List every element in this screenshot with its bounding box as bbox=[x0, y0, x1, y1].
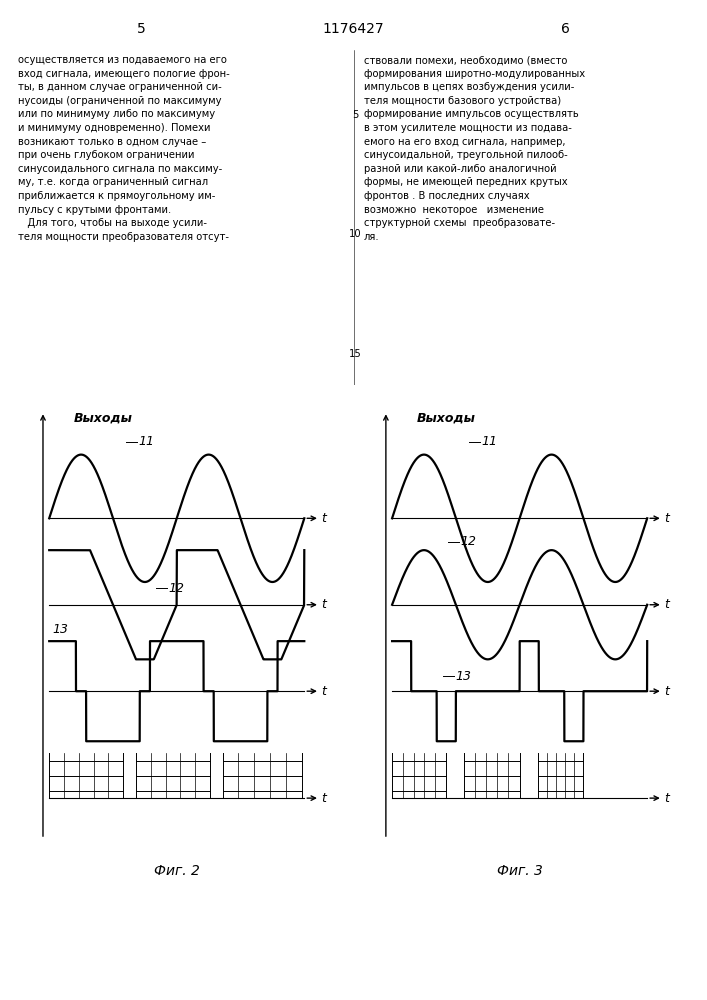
Text: 10: 10 bbox=[349, 229, 362, 239]
Text: t: t bbox=[322, 792, 326, 805]
Text: t: t bbox=[322, 685, 326, 698]
Text: t: t bbox=[665, 512, 669, 525]
Text: 13: 13 bbox=[455, 670, 472, 683]
Text: 1176427: 1176427 bbox=[322, 22, 385, 36]
Text: t: t bbox=[322, 598, 326, 611]
Text: Выходы: Выходы bbox=[417, 411, 476, 424]
Text: Фиг. 3: Фиг. 3 bbox=[497, 864, 542, 878]
Text: t: t bbox=[665, 685, 669, 698]
Text: 15: 15 bbox=[349, 349, 362, 359]
Text: осуществляется из подаваемого на его
вход сигнала, имеющего пологие фрон-
ты, в : осуществляется из подаваемого на его вхо… bbox=[18, 55, 230, 242]
Text: 13: 13 bbox=[52, 623, 69, 636]
Text: ствовали помехи, необходимо (вместо
формирования широтно-модулированных
импульсо: ствовали помехи, необходимо (вместо форм… bbox=[364, 55, 585, 242]
Text: Фиг. 2: Фиг. 2 bbox=[154, 864, 199, 878]
Text: 6: 6 bbox=[561, 22, 570, 36]
Text: 12: 12 bbox=[169, 582, 185, 595]
Text: 5: 5 bbox=[137, 22, 146, 36]
Text: Выходы: Выходы bbox=[74, 411, 133, 424]
Text: t: t bbox=[665, 792, 669, 805]
Text: 11: 11 bbox=[138, 435, 154, 448]
Text: t: t bbox=[665, 598, 669, 611]
Text: 5: 5 bbox=[352, 110, 359, 120]
Text: 11: 11 bbox=[481, 435, 497, 448]
Text: t: t bbox=[322, 512, 326, 525]
Text: 12: 12 bbox=[461, 535, 477, 548]
